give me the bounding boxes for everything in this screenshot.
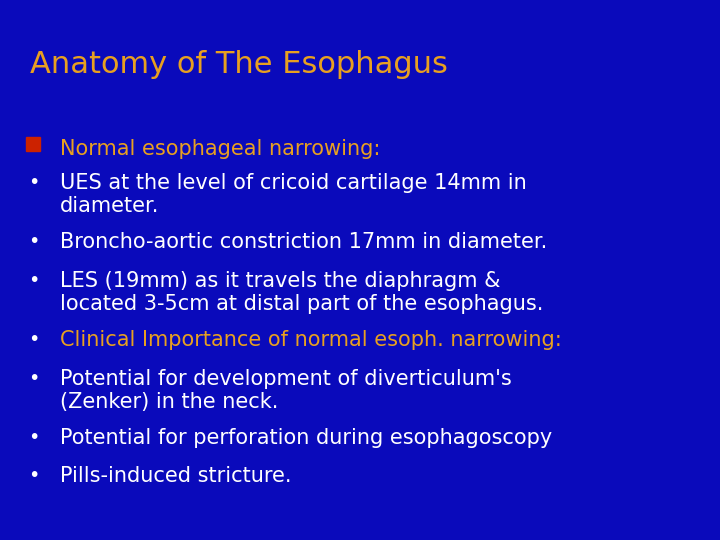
Text: Potential for perforation during esophagoscopy: Potential for perforation during esophag… xyxy=(60,428,552,448)
Text: LES (19mm) as it travels the diaphragm &
located 3-5cm at distal part of the eso: LES (19mm) as it travels the diaphragm &… xyxy=(60,271,544,314)
Text: Broncho-aortic constriction 17mm in diameter.: Broncho-aortic constriction 17mm in diam… xyxy=(60,232,547,252)
Text: Pills-induced stricture.: Pills-induced stricture. xyxy=(60,466,292,486)
Text: •: • xyxy=(28,466,40,485)
Text: Potential for development of diverticulum's
(Zenker) in the neck.: Potential for development of diverticulu… xyxy=(60,369,512,412)
Text: Clinical Importance of normal esoph. narrowing:: Clinical Importance of normal esoph. nar… xyxy=(60,330,562,350)
Text: UES at the level of cricoid cartilage 14mm in
diameter.: UES at the level of cricoid cartilage 14… xyxy=(60,173,527,216)
FancyBboxPatch shape xyxy=(26,137,40,151)
Text: Anatomy of The Esophagus: Anatomy of The Esophagus xyxy=(30,50,448,79)
Text: •: • xyxy=(28,428,40,447)
Text: •: • xyxy=(28,232,40,251)
Text: •: • xyxy=(28,173,40,192)
Text: •: • xyxy=(28,369,40,388)
Text: •: • xyxy=(28,271,40,290)
Text: Normal esophageal narrowing:: Normal esophageal narrowing: xyxy=(60,139,380,159)
Text: •: • xyxy=(28,330,40,349)
